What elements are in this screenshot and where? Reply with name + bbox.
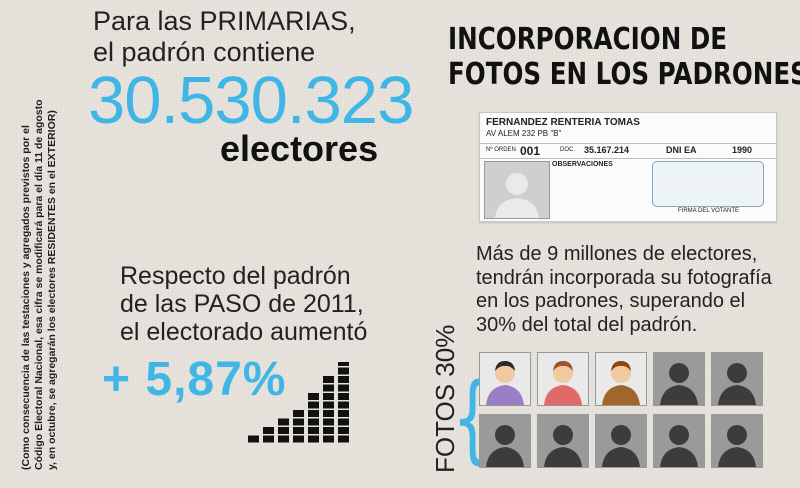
silhouette-photo-tile: [711, 414, 763, 468]
respecto-line1: Respecto del padrón: [120, 262, 351, 290]
photos-desc-line2: tendrán incorporada su fotografía: [476, 266, 772, 289]
headline: INCORPORACION DE FOTOS EN LOS PADRONES: [448, 22, 800, 92]
silhouette-icon: [660, 425, 698, 467]
person-photo-tile: [479, 352, 531, 406]
silhouette-icon: [718, 363, 756, 405]
growth-bar-block: [338, 418, 349, 426]
growth-percent: + 5,87%: [102, 353, 287, 406]
growth-bar-block: [278, 418, 289, 426]
growth-bar-block: [338, 367, 349, 375]
growth-bar-block: [338, 427, 349, 434]
padron-unit: electores: [220, 128, 379, 169]
growth-bar-block: [308, 418, 319, 426]
padron-total-number: 30.530.323: [88, 63, 414, 138]
silhouette-photo-tile: [479, 414, 531, 468]
person-silhouette-icon: [495, 173, 539, 218]
photos-desc-line1: Más de 9 millones de electores,: [476, 243, 758, 265]
silhouette-photo-tile: [711, 352, 763, 406]
growth-bar-block: [263, 427, 274, 434]
growth-bars-icon: [248, 362, 349, 443]
side-footnote: (Como consecuencia de las testaciones y …: [20, 30, 59, 470]
growth-bar-block: [308, 410, 319, 417]
silhouette-photo-tile: [653, 414, 705, 468]
card-signature-box: [652, 161, 764, 207]
growth-bar-block: [323, 384, 334, 392]
silhouette-photo-tile: [595, 414, 647, 468]
person-icon: [544, 361, 582, 405]
growth-bar-block: [308, 427, 319, 434]
growth-bar-block: [338, 401, 349, 409]
growth-bar-block: [338, 376, 349, 383]
growth-bar-block: [338, 393, 349, 400]
silhouette-photo-tile: [537, 414, 589, 468]
photos-desc-line4: 30% del total del padrón.: [476, 313, 698, 336]
silhouette-icon: [602, 425, 640, 467]
growth-bar-block: [308, 393, 319, 400]
silhouette-icon: [660, 363, 698, 405]
growth-bar-block: [338, 384, 349, 392]
silhouette-icon: [486, 425, 524, 467]
growth-bar-block: [293, 418, 304, 426]
card-orden-label: Nº ORDEN: [486, 147, 516, 153]
footnote-line: Código Electoral Nacional, esa cifra se …: [33, 99, 45, 470]
growth-bar-block: [278, 435, 289, 443]
card-photo-placeholder: [484, 161, 550, 219]
respecto-line3: el electorado aumentó: [120, 318, 368, 346]
silhouette-photo-tile: [653, 352, 705, 406]
card-doc-value: 35.167.214: [584, 145, 630, 155]
card-year: 1990: [732, 145, 753, 155]
padron-intro: Para las PRIMARIAS, el padrón contiene: [93, 6, 356, 68]
growth-bar-block: [308, 435, 319, 443]
respecto-text: Respecto del padrón de las PASO de 2011,…: [120, 262, 367, 346]
voter-card: FERNANDEZ RENTERIA TOMAS AV ALEM 232 PB …: [479, 112, 777, 222]
growth-bar-block: [248, 435, 259, 443]
growth-bar-block: [323, 393, 334, 400]
growth-bar-block: [323, 427, 334, 434]
growth-bar-block: [323, 435, 334, 443]
growth-bar-block: [338, 362, 349, 366]
person-photo-tile: [537, 352, 589, 406]
person-icon: [486, 361, 524, 405]
growth-bar-block: [293, 410, 304, 417]
silhouette-icon: [544, 425, 582, 467]
card-firma-label: FIRMA DEL VOTANTE: [678, 208, 740, 214]
growth-bar-block: [293, 427, 304, 434]
card-name: FERNANDEZ RENTERIA TOMAS: [486, 117, 640, 128]
card-orden-value: 001: [520, 144, 541, 158]
person-icon: [602, 361, 640, 405]
growth-bar-block: [323, 410, 334, 417]
card-dni-label: DNI EA: [666, 145, 697, 155]
headline-line1: INCORPORACION DE: [448, 22, 728, 57]
padron-intro-line1: Para las PRIMARIAS,: [93, 6, 356, 36]
growth-bar-block: [323, 376, 334, 383]
footnote-line: (Como consecuencia de las testaciones y …: [20, 125, 32, 470]
photos-desc-line3: en los padrones, superando el: [476, 290, 746, 312]
growth-bar-block: [338, 435, 349, 443]
growth-bar-block: [308, 401, 319, 409]
headline-line2: FOTOS EN LOS PADRONES: [448, 57, 800, 92]
growth-bar-block: [278, 427, 289, 434]
respecto-line2: de las PASO de 2011,: [120, 290, 364, 318]
card-obs-label: OBSERVACIONES: [552, 161, 613, 168]
footnote-line: y, en octubre, se agregarán los electore…: [46, 110, 58, 470]
growth-bar-block: [338, 410, 349, 417]
growth-bar-block: [293, 435, 304, 443]
card-id-row: Nº ORDEN 001 DOC. 35.167.214 DNI EA 1990: [480, 143, 776, 159]
growth-bar-block: [323, 418, 334, 426]
card-address: AV ALEM 232 PB "B": [486, 129, 562, 138]
person-photo-tile: [595, 352, 647, 406]
growth-bar-block: [263, 435, 274, 443]
card-doc-label: DOC.: [560, 147, 575, 153]
silhouette-icon: [718, 425, 756, 467]
photos-description: Más de 9 millones de electores, tendrán …: [476, 243, 772, 337]
growth-bar-block: [323, 401, 334, 409]
padron-intro-line2: el padrón contiene: [93, 37, 316, 67]
